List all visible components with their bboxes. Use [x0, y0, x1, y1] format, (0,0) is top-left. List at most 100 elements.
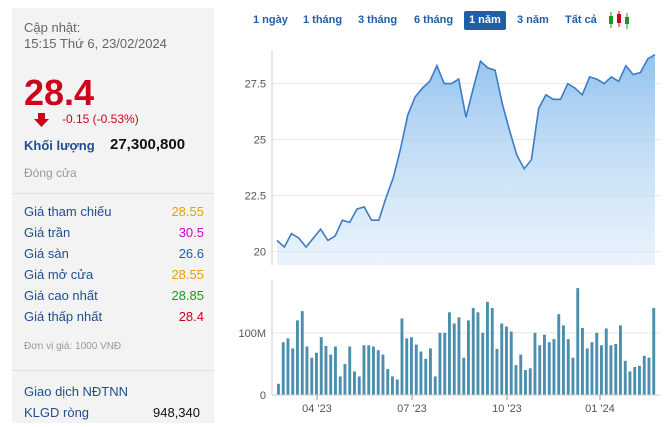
volume-bar: [319, 337, 323, 395]
volume-bar: [291, 348, 295, 395]
divider: [12, 370, 214, 371]
volume-bar: [519, 354, 523, 395]
stat-label: Giá sàn: [24, 246, 69, 261]
updated-label: Cập nhật:: [24, 20, 81, 35]
stat-row: Giá tham chiếu 28.55: [24, 204, 204, 224]
volume-bar: [462, 357, 466, 395]
volume-bar: [353, 371, 356, 395]
range-tab[interactable]: 3 tháng: [358, 14, 398, 26]
updated-time: 15:15 Thứ 6, 23/02/2024: [24, 36, 167, 51]
volume-bar: [372, 346, 375, 395]
arrow-down-icon: [34, 113, 49, 127]
y-tick-label: 27.5: [245, 79, 266, 91]
volume-bar: [334, 346, 337, 395]
volume-bar: [604, 328, 608, 395]
y-tick-label: 22.5: [245, 191, 266, 203]
volume-bar: [585, 348, 589, 395]
stock-chart: 20 22.5 25 27.5 0 100M 04 '23 07 '23 10 '23 01 …: [238, 50, 660, 415]
volume-bar: [524, 370, 527, 395]
volume-bar: [386, 368, 390, 395]
quote-panel: Cập nhật: 15:15 Thứ 6, 23/02/2024 28.4 -…: [12, 8, 214, 423]
stat-value: 28.4: [178, 309, 204, 324]
volume-bar: [400, 318, 404, 395]
stat-row: Giá sàn 26.6: [24, 246, 204, 266]
candlestick-icon[interactable]: [607, 10, 631, 30]
volume-bar: [467, 320, 470, 395]
volume-bar: [647, 357, 651, 395]
x-tick-label: 07 '23: [397, 403, 427, 415]
volume-bar: [486, 301, 489, 395]
x-tick-label: 10 '23: [492, 403, 522, 415]
y-tick-label: 25: [254, 135, 266, 147]
volume-bar: [296, 320, 299, 395]
volume-bar: [405, 338, 409, 395]
volume-bar: [429, 348, 432, 395]
volume-bar: [619, 325, 622, 395]
stat-value: 28.55: [171, 267, 204, 282]
volume-bar: [277, 383, 280, 395]
range-tab[interactable]: 1 tháng: [303, 14, 343, 26]
volume-bar: [633, 367, 637, 395]
volume-bar: [490, 308, 494, 395]
stat-value: 28.55: [171, 204, 204, 219]
stat-row: Giá mở cửa 28.55: [24, 267, 204, 287]
range-tab[interactable]: 3 năm: [517, 14, 549, 26]
volume-bar: [609, 345, 613, 395]
current-price: 28.4: [24, 72, 95, 113]
volume-bar: [557, 314, 561, 395]
volume-bar: [281, 342, 285, 395]
volume-bar: [590, 342, 594, 395]
range-tab[interactable]: Tất cả: [565, 14, 597, 26]
volume-bar: [628, 371, 632, 395]
stat-row: Giá trần 30.5: [24, 225, 204, 245]
divider: [12, 193, 214, 194]
stat-row: Giá thấp nhất 28.4: [24, 309, 204, 329]
x-tick-label: 04 '23: [302, 403, 332, 415]
volume-bar: [600, 345, 603, 395]
volume-bar: [566, 339, 570, 395]
volume-bar: [571, 357, 575, 395]
unit-note: Đơn vị giá: 1000 VNĐ: [24, 341, 122, 352]
volume-bar: [528, 368, 532, 395]
volume-bar: [505, 326, 508, 395]
volume-bar: [452, 323, 456, 395]
y-tick-label: 100M: [238, 328, 266, 340]
range-tab[interactable]: 1 ngày: [253, 14, 288, 26]
volume-bar: [443, 332, 447, 395]
y-tick-label: 20: [254, 247, 266, 259]
range-tab[interactable]: 1 năm: [464, 11, 506, 30]
volume-bar: [300, 311, 304, 395]
volume-bar: [305, 346, 309, 395]
volume-bar: [438, 332, 442, 395]
volume-bar: [595, 332, 599, 395]
volume-bar: [581, 327, 584, 395]
volume-bar: [562, 325, 565, 395]
volume-bar: [367, 345, 371, 395]
volume-bar: [642, 355, 646, 395]
volume-bar: [638, 365, 641, 395]
volume-bar: [391, 376, 394, 395]
range-tab[interactable]: 6 tháng: [414, 14, 454, 26]
volume-bar: [538, 345, 542, 395]
stat-label: Giá mở cửa: [24, 267, 94, 282]
volume-bar: [343, 363, 347, 395]
stat-label: Giá thấp nhất: [24, 309, 103, 324]
net-volume-value: 948,340: [153, 405, 200, 420]
stat-value: 26.6: [178, 246, 204, 261]
volume-bar: [448, 312, 451, 395]
volume-bar: [324, 345, 328, 395]
x-tick-label: 01 '24: [585, 403, 615, 415]
volume-bar: [576, 288, 580, 395]
volume-bar: [395, 379, 399, 395]
volume-bar: [514, 365, 518, 395]
volume-bar: [315, 352, 318, 395]
volume-bar: [357, 376, 361, 395]
volume-bar: [310, 357, 314, 395]
volume-bar: [414, 344, 418, 395]
volume-bar: [424, 358, 428, 395]
volume-bar: [481, 332, 485, 395]
volume-bar: [614, 344, 618, 395]
price-area: [277, 54, 655, 265]
foreign-trading-label: Giao dịch NĐTNN: [24, 384, 129, 399]
volume-bar: [286, 338, 290, 395]
